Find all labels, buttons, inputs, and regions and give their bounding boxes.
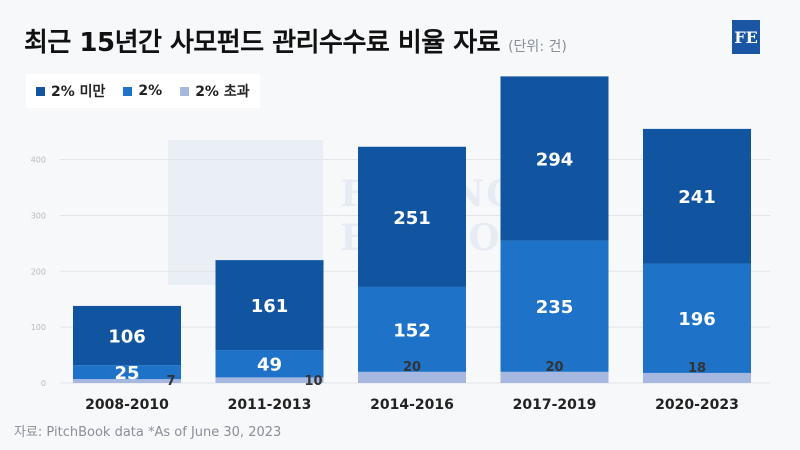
data-label-above-2: 20	[403, 360, 421, 375]
x-tick-label: 2008-2010	[85, 397, 169, 413]
bar-above-2	[215, 377, 324, 383]
y-tick-label: 300	[31, 211, 46, 220]
data-label-eq-2: 152	[393, 320, 431, 341]
chart-unit: (단위: 건)	[508, 39, 567, 55]
bar-below-2	[215, 260, 324, 351]
data-label-below-2: 251	[393, 208, 431, 229]
chart-title: 최근 15년간 사모펀드 관리수수료 비율 자료	[24, 28, 501, 58]
chart-header: 최근 15년간 사모펀드 관리수수료 비율 자료 (단위: 건)	[24, 22, 567, 62]
x-tick-label: 2014-2016	[370, 397, 454, 413]
legend-item-eq-2: 2%	[123, 83, 162, 99]
data-label-above-2: 10	[304, 374, 322, 389]
legend-swatch-eq-2	[123, 86, 133, 96]
y-tick-label: 100	[31, 323, 46, 332]
legend-swatch-below-2	[36, 86, 45, 96]
bar-above-2	[358, 371, 466, 383]
bar-below-2	[358, 146, 466, 287]
y-tick-label: 200	[31, 267, 46, 276]
bar-above-2	[73, 379, 181, 383]
bar-above-2	[643, 372, 751, 383]
data-label-eq-2: 25	[114, 363, 139, 384]
data-label-below-2: 106	[108, 327, 146, 348]
x-tick-label: 2020-2023	[655, 397, 739, 413]
data-label-above-2: 18	[688, 361, 706, 376]
y-tick-label: 400	[31, 156, 46, 165]
brand-logo: FE	[732, 20, 760, 54]
brand-logo-text: FE	[734, 27, 758, 47]
data-label-eq-2: 235	[536, 297, 574, 318]
data-label-above-2: 20	[545, 360, 563, 375]
x-tick-label: 2011-2013	[228, 397, 312, 413]
data-label-below-2: 241	[678, 187, 716, 208]
legend-swatch-above-2	[180, 86, 190, 96]
data-label-below-2: 294	[536, 149, 574, 170]
legend-item-below-2: 2% 미만	[36, 81, 105, 101]
source-note: 자료: PitchBook data *As of June 30, 2023	[14, 425, 282, 440]
bar-eq-2	[215, 350, 324, 378]
bar-below-2	[643, 128, 751, 264]
data-label-eq-2: 196	[678, 309, 716, 330]
data-label-eq-2: 49	[257, 355, 282, 376]
bar-eq-2	[73, 365, 181, 380]
data-label-above-2: 7	[166, 374, 175, 389]
bar-below-2	[73, 305, 181, 366]
legend-label-below-2: 2% 미만	[51, 84, 106, 100]
bar-below-2	[500, 76, 609, 241]
bar-eq-2	[643, 263, 751, 373]
legend-item-above-2: 2% 초과	[180, 81, 250, 101]
x-tick-label: 2017-2019	[513, 397, 597, 413]
bar-above-2	[500, 371, 609, 383]
bar-eq-2	[358, 286, 466, 372]
y-tick-label: 0	[41, 379, 46, 388]
legend-label-eq-2: 2%	[138, 83, 163, 99]
bar-eq-2	[500, 240, 609, 372]
chart-legend: 2% 미만 2% 2% 초과	[26, 74, 260, 108]
data-label-below-2: 161	[251, 296, 289, 317]
legend-label-above-2: 2% 초과	[195, 84, 250, 100]
